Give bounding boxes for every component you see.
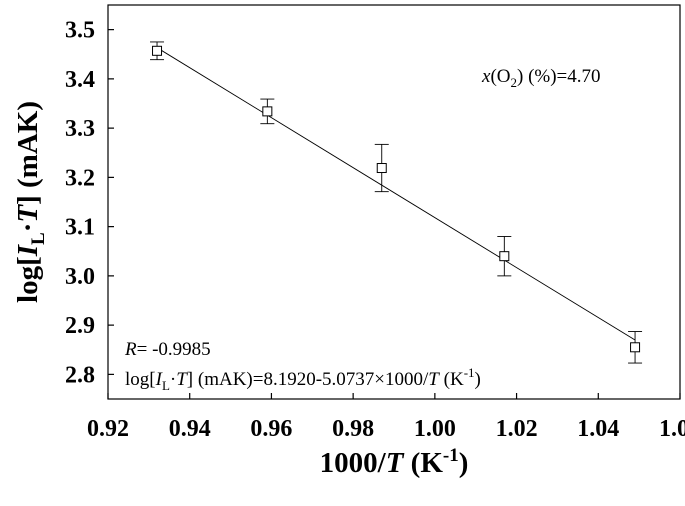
x-tick-label: 1.02 xyxy=(496,416,538,442)
data-point xyxy=(262,106,273,117)
eq-unit: (K xyxy=(439,369,464,390)
oxygen-sub: 2 xyxy=(511,75,518,90)
ylabel-sub: L xyxy=(28,232,49,245)
eq-mid: ] (mAK)=8.1920-5.0737×1000/ xyxy=(187,369,429,390)
oxygen-open: (O xyxy=(490,66,510,87)
y-axis-label: log[IL·T] (mAK) xyxy=(12,101,49,303)
xlabel-pre: 1000/ xyxy=(320,447,387,479)
x-tick-label: 1.06 xyxy=(659,416,685,442)
y-tick-label: 3.5 xyxy=(65,18,95,44)
oxygen-rest: ) (%)=4.70 xyxy=(517,66,601,87)
xlabel-unit: (K xyxy=(403,447,443,479)
x-tick-label: 0.96 xyxy=(250,416,292,442)
x-tick-label: 1.04 xyxy=(577,416,619,442)
y-tick-label: 3.4 xyxy=(65,67,95,93)
r-rest: = -0.9985 xyxy=(137,339,211,360)
x-tick-label: 0.98 xyxy=(332,416,374,442)
x-axis-label: 1000/T (K-1) xyxy=(320,445,469,479)
y-tick-label: 3.0 xyxy=(65,264,95,290)
ylabel-var2: T xyxy=(12,204,44,223)
data-points-group xyxy=(150,41,643,364)
ylabel-dot: · xyxy=(12,223,44,233)
xlabel-close: ) xyxy=(459,447,469,479)
x-tick-label: 1.00 xyxy=(414,416,456,442)
equation-annotation: log[IL·T] (mAK)=8.1920-5.0737×1000/T (K-… xyxy=(125,365,481,393)
eq-var1: I xyxy=(155,369,164,390)
y-tick-label: 3.1 xyxy=(65,215,95,241)
fit-line-group xyxy=(156,47,636,341)
r-var: R xyxy=(124,339,137,360)
xlabel-exp: -1 xyxy=(443,445,459,466)
x-tick-label: 0.92 xyxy=(87,416,129,442)
eq-var2: T xyxy=(176,369,188,390)
data-point xyxy=(499,251,510,262)
y-tick-label: 2.8 xyxy=(65,362,95,388)
r-value-annotation: R= -0.9985 xyxy=(124,339,211,360)
plot-frame xyxy=(107,4,681,400)
ylabel-pre: log[ xyxy=(12,256,44,303)
data-point xyxy=(376,163,387,174)
y-tick-label: 3.3 xyxy=(65,116,95,142)
eq-dot: · xyxy=(170,369,176,390)
y-tick-label: 2.9 xyxy=(65,313,95,339)
oxygen-annotation: x(O2) (%)=4.70 xyxy=(481,66,601,90)
xlabel-var: T xyxy=(386,447,405,479)
eq-close: ) xyxy=(475,369,481,390)
data-point xyxy=(152,45,163,56)
data-point xyxy=(630,342,641,353)
ylabel-close: ] (mAK) xyxy=(12,101,44,205)
oxygen-x-var: x xyxy=(481,66,491,87)
y-tick-label: 3.2 xyxy=(65,165,95,191)
x-tick-label: 0.94 xyxy=(169,416,211,442)
eq-pre: log[ xyxy=(125,369,156,390)
ylabel-var1: I xyxy=(12,243,44,257)
eq-var3: T xyxy=(428,369,440,390)
fit-line xyxy=(156,47,636,341)
eq-sub: L xyxy=(162,378,170,393)
axis-ticks: 0.92 0.94 0.96 0.98 1.00 1.02 1.04 1.06 2.8 2.9 3.… xyxy=(65,18,685,442)
eq-exp: -1 xyxy=(464,365,475,380)
